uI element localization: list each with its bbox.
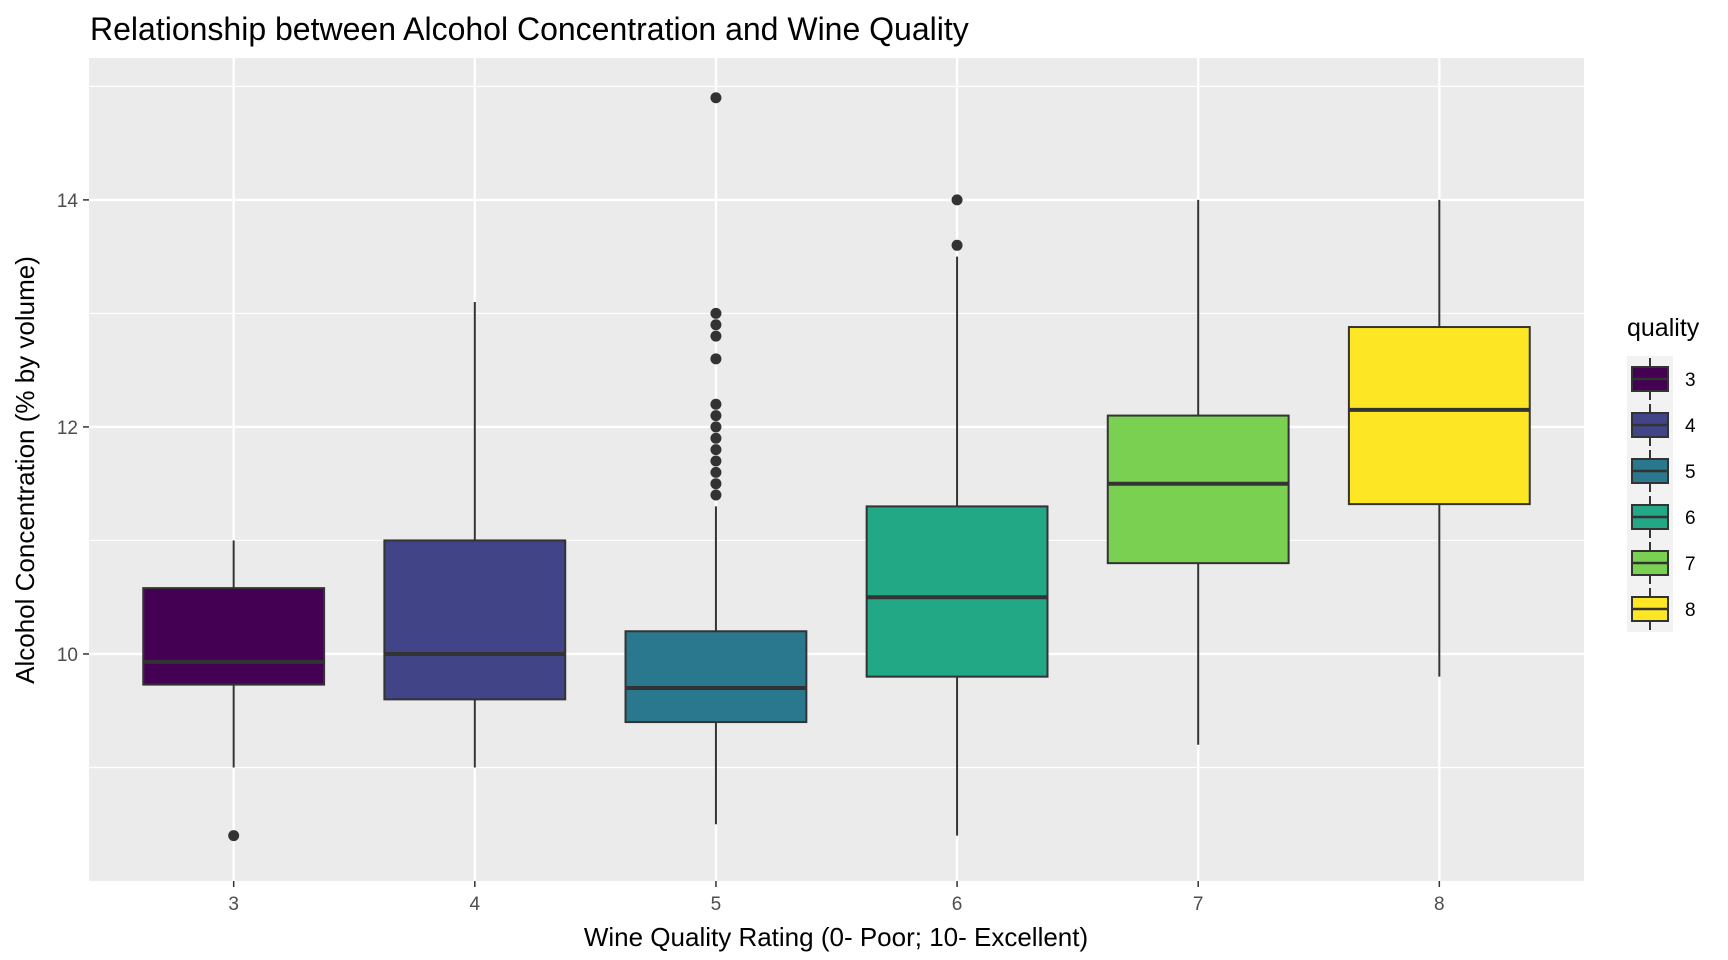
- outlier-point-5-9: [710, 353, 722, 365]
- box-7: [1106, 414, 1290, 565]
- legend-item-5: 5: [1627, 448, 1696, 494]
- legend-label-6: 6: [1685, 508, 1696, 529]
- box-group-8: [1347, 199, 1531, 677]
- legend: quality 3 4 5 6 7 8: [1627, 314, 1700, 632]
- outlier-point-5-13: [710, 92, 722, 104]
- legend-label-7: 7: [1685, 554, 1696, 575]
- legend-label-4: 4: [1685, 416, 1696, 437]
- y-axis-title: Alcohol Concentration (% by volume): [10, 256, 40, 684]
- outlier-point-5-12: [710, 307, 722, 319]
- legend-label-8: 8: [1685, 600, 1696, 621]
- legend-label-5: 5: [1685, 462, 1696, 483]
- legend-item-3: 3: [1627, 356, 1696, 402]
- box-4: [383, 539, 567, 701]
- legend-item-6: 6: [1627, 494, 1696, 540]
- x-tick-label-5: 5: [711, 894, 722, 915]
- box-5: [624, 630, 808, 724]
- y-tick-label-2: 14: [57, 191, 79, 212]
- x-axis-title: Wine Quality Rating (0- Poor; 10- Excell…: [584, 922, 1088, 952]
- box-group-5: [624, 92, 808, 825]
- outlier-point-5-2: [710, 466, 722, 478]
- outlier-point-5-1: [710, 478, 722, 490]
- box-group-3: [142, 540, 326, 842]
- outlier-point-3-0: [228, 830, 240, 842]
- outlier-point-5-10: [710, 330, 722, 342]
- outlier-point-6-1: [951, 194, 963, 206]
- outlier-point-5-0: [710, 489, 722, 501]
- x-tick-label-3: 3: [228, 894, 239, 915]
- chart-title: Relationship between Alcohol Concentrati…: [90, 11, 969, 47]
- box-group-7: [1106, 199, 1290, 745]
- outlier-point-5-6: [710, 421, 722, 433]
- legend-label-3: 3: [1685, 370, 1696, 391]
- axis-layer: 10 12 14 3 4 5 6 7 8: [57, 191, 1445, 915]
- legend-item-4: 4: [1627, 402, 1696, 448]
- box-group-4: [383, 302, 567, 768]
- legend-title: quality: [1627, 314, 1700, 342]
- outlier-point-5-3: [710, 455, 722, 467]
- box-8: [1347, 326, 1531, 506]
- box-3: [142, 587, 326, 686]
- outlier-point-5-5: [710, 432, 722, 444]
- x-tick-label-7: 7: [1193, 894, 1204, 915]
- plot-panel: [89, 58, 1584, 881]
- box-layer: [142, 92, 1531, 842]
- y-tick-label-0: 10: [57, 645, 78, 666]
- outlier-point-5-7: [710, 410, 722, 422]
- legend-item-7: 7: [1627, 540, 1696, 586]
- x-tick-label-8: 8: [1434, 894, 1445, 915]
- box-6: [865, 505, 1049, 678]
- x-tick-label-4: 4: [470, 894, 481, 915]
- outlier-point-5-4: [710, 444, 722, 456]
- y-tick-label-1: 12: [57, 418, 78, 439]
- outlier-point-5-11: [710, 319, 722, 331]
- outlier-point-6-0: [951, 239, 963, 251]
- box-group-6: [865, 194, 1049, 836]
- legend-item-8: 8: [1627, 586, 1696, 632]
- outlier-point-5-8: [710, 398, 722, 410]
- x-tick-label-6: 6: [952, 894, 963, 915]
